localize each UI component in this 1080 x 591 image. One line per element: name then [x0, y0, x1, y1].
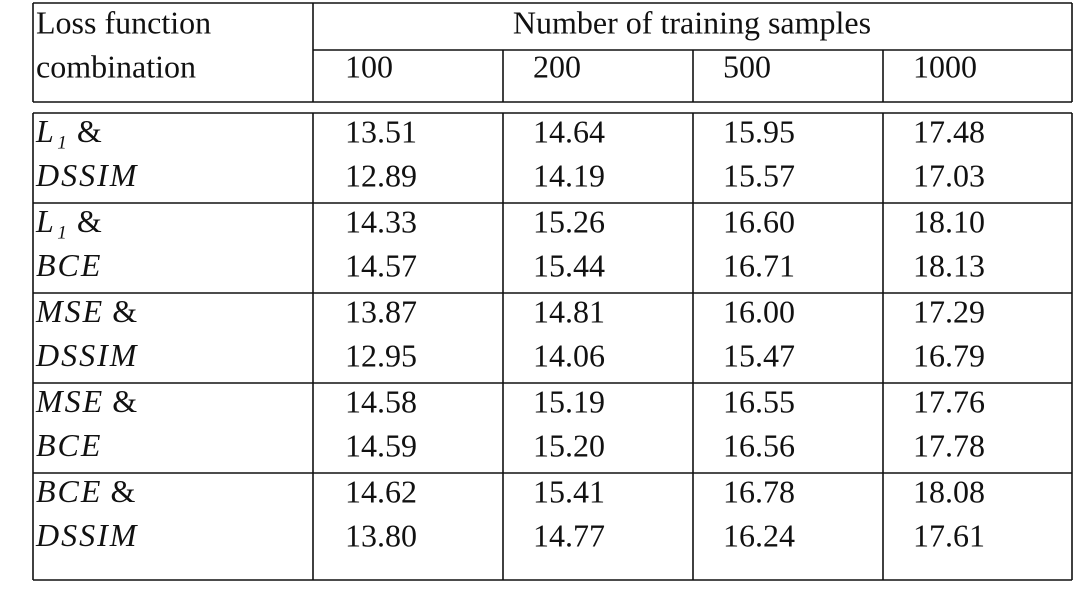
- cell: 16.56: [723, 427, 795, 463]
- cell: 15.20: [533, 427, 605, 463]
- cell: 16.78: [723, 473, 795, 509]
- cell: 14.58: [345, 383, 417, 419]
- cell: 17.76: [913, 383, 985, 419]
- cell: 16.00: [723, 293, 795, 329]
- math-label: BCE: [36, 247, 102, 283]
- row-label: BCE &: [36, 473, 135, 509]
- cell: 16.60: [723, 203, 795, 239]
- math-label: L₁: [35, 203, 69, 239]
- cell: 15.26: [533, 203, 605, 239]
- row-label: DSSIM: [35, 157, 139, 193]
- column-header: 1000: [913, 48, 977, 84]
- row-label: DSSIM: [35, 517, 139, 553]
- cell: 15.47: [723, 337, 795, 373]
- math-label: MSE: [35, 293, 104, 329]
- column-header: 200: [533, 48, 581, 84]
- cell: 17.61: [913, 517, 985, 553]
- cell: 12.89: [345, 157, 417, 193]
- header-cell: combination: [36, 48, 196, 84]
- cell: 13.87: [345, 293, 417, 329]
- cell: 15.57: [723, 157, 795, 193]
- cell: 17.48: [913, 113, 985, 149]
- cell: 14.64: [533, 113, 605, 149]
- label-text: &: [112, 293, 137, 329]
- cell: 18.08: [913, 473, 985, 509]
- math-label: BCE: [36, 473, 102, 509]
- label-text: &: [77, 113, 102, 149]
- cell: 14.19: [533, 157, 605, 193]
- cell: 14.62: [345, 473, 417, 509]
- math-label: MSE: [35, 383, 104, 419]
- math-label: L₁: [35, 113, 69, 149]
- header-cell: Loss function: [36, 4, 211, 40]
- label-text: &: [77, 203, 102, 239]
- column-header: 100: [345, 48, 393, 84]
- cell: 15.44: [533, 247, 605, 283]
- cell: 16.79: [913, 337, 985, 373]
- row-label: MSE &: [35, 293, 137, 329]
- label-text: &: [110, 473, 135, 509]
- column-header: 500: [723, 48, 771, 84]
- cell: 15.19: [533, 383, 605, 419]
- cell: 16.24: [723, 517, 795, 553]
- cell: 17.29: [913, 293, 985, 329]
- cell: 14.81: [533, 293, 605, 329]
- cell: 13.51: [345, 113, 417, 149]
- row-label: L₁ &: [35, 203, 102, 239]
- row-label: DSSIM: [35, 337, 139, 373]
- row-label: BCE: [36, 427, 102, 463]
- cell: 16.71: [723, 247, 795, 283]
- math-label: DSSIM: [35, 337, 139, 373]
- label-text: &: [112, 383, 137, 419]
- row-label: L₁ &: [35, 113, 102, 149]
- cell: 18.10: [913, 203, 985, 239]
- math-label: DSSIM: [35, 157, 139, 193]
- cell: 13.80: [345, 517, 417, 553]
- cell: 14.57: [345, 247, 417, 283]
- math-label: DSSIM: [35, 517, 139, 553]
- cell: 16.55: [723, 383, 795, 419]
- math-label: BCE: [36, 427, 102, 463]
- cell: 17.03: [913, 157, 985, 193]
- cell: 17.78: [913, 427, 985, 463]
- cell: 14.06: [533, 337, 605, 373]
- header-span: Number of training samples: [513, 4, 871, 40]
- cell: 18.13: [913, 247, 985, 283]
- row-label: MSE &: [35, 383, 137, 419]
- cell: 15.95: [723, 113, 795, 149]
- cell: 14.33: [345, 203, 417, 239]
- row-label: BCE: [36, 247, 102, 283]
- cell: 14.59: [345, 427, 417, 463]
- cell: 14.77: [533, 517, 605, 553]
- cell: 12.95: [345, 337, 417, 373]
- cell: 15.41: [533, 473, 605, 509]
